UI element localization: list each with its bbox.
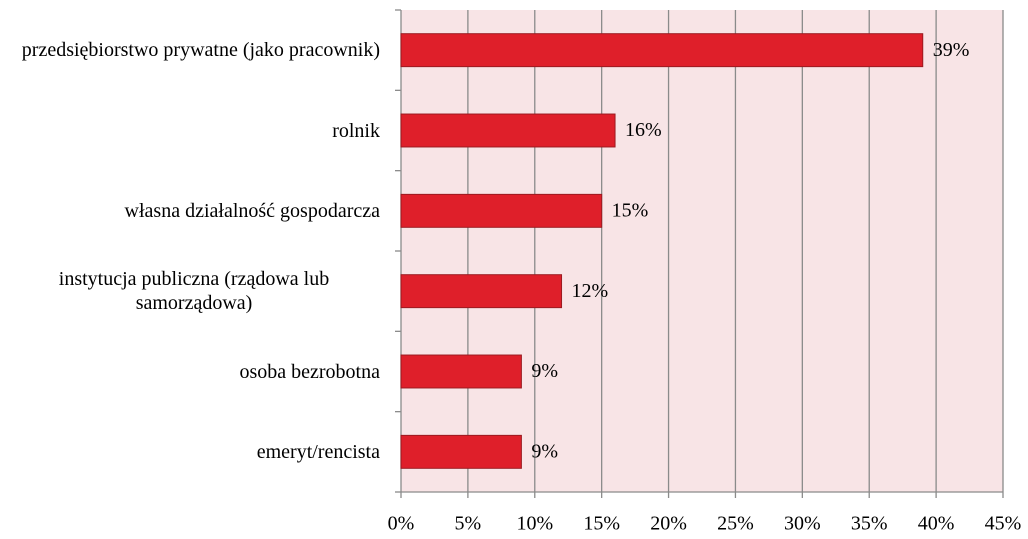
- y-tick-label: emeryt/rencista: [0, 440, 380, 464]
- x-tick-label: 45%: [985, 513, 1022, 535]
- x-tick-label: 0%: [388, 513, 415, 535]
- plot-background: [401, 10, 1003, 492]
- bar: [400, 33, 924, 68]
- x-tick-label: 15%: [583, 513, 620, 535]
- bar: [400, 354, 522, 389]
- x-tick-label: 10%: [516, 513, 553, 535]
- y-tick-label-text: rolnik: [332, 119, 380, 142]
- data-label: 12%: [572, 280, 609, 302]
- x-tick-label: 20%: [650, 513, 687, 535]
- data-label: 9%: [531, 360, 558, 382]
- x-tick-label: 30%: [784, 513, 821, 535]
- data-label: 16%: [625, 119, 662, 141]
- x-tick-label: 40%: [918, 513, 955, 535]
- y-tick-label: własna działalność gospodarcza: [0, 199, 380, 223]
- bar: [400, 113, 616, 148]
- x-tick-label: 25%: [717, 513, 754, 535]
- y-tick-label-text: osoba bezrobotna: [239, 360, 380, 383]
- y-tick-label: przedsiębiorstwo prywatne (jako pracowni…: [0, 38, 380, 62]
- x-tick-label: 35%: [851, 513, 888, 535]
- y-tick-label-text: przedsiębiorstwo prywatne (jako pracowni…: [21, 39, 380, 62]
- y-tick-label-text: własna działalność gospodarcza: [124, 199, 380, 222]
- data-label: 9%: [531, 440, 558, 462]
- y-tick-label: rolnik: [0, 119, 380, 143]
- bar: [400, 274, 563, 309]
- bar: [400, 434, 522, 469]
- y-tick-label-text: instytucja publiczna (rządowa lub samorz…: [58, 268, 330, 315]
- x-tick-label: 5%: [455, 513, 482, 535]
- y-tick-label-text: emeryt/rencista: [256, 440, 380, 463]
- data-label: 39%: [933, 39, 970, 61]
- data-label: 15%: [612, 199, 649, 221]
- y-tick-label: instytucja publiczna (rządowa lub samorz…: [0, 267, 380, 315]
- y-tick-label: osoba bezrobotna: [0, 360, 380, 384]
- bar: [400, 193, 603, 228]
